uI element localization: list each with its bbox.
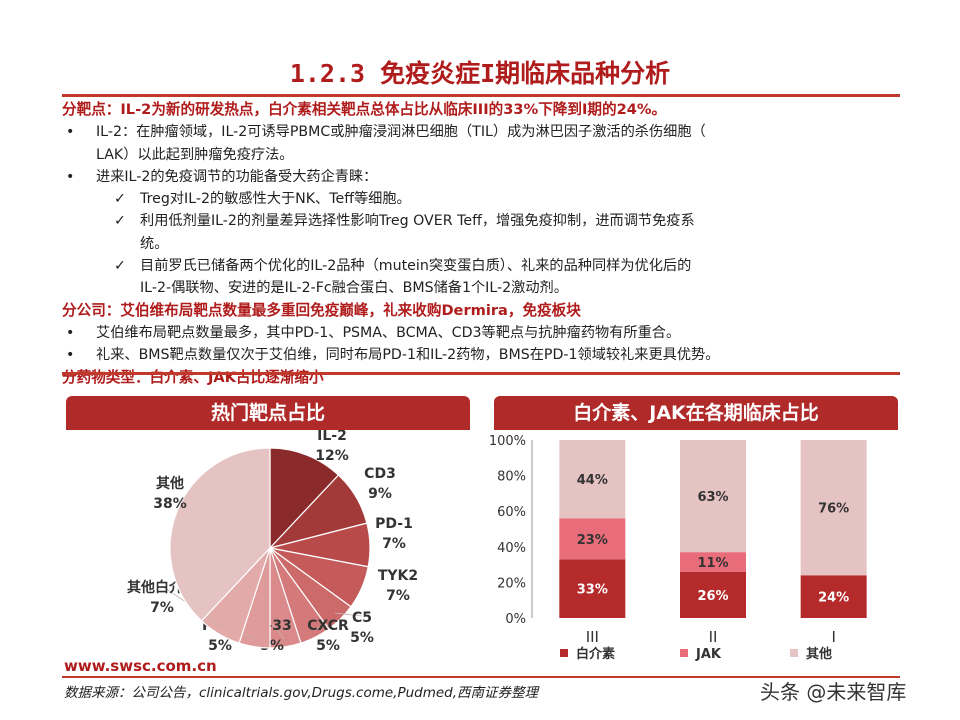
check-item-pipeline: ✓ 目前罗氏已储备两个优化的IL-2品种（mutein突变蛋白质）、礼来的品种同… xyxy=(62,255,902,277)
pie-leader-line xyxy=(311,623,329,631)
pie-value-其他: 38% xyxy=(153,496,187,512)
bar-III-JAK xyxy=(559,518,626,560)
bar-chart-title: 白介素、JAK在各期临床占比 xyxy=(494,396,898,430)
pie-label-CXCR: CXCR xyxy=(307,618,349,634)
section-divider xyxy=(62,372,900,375)
legend-swatch-白介素 xyxy=(560,649,568,657)
bar-data-label: 33% xyxy=(577,583,608,598)
footer-divider xyxy=(62,676,900,678)
bar-data-label: 76% xyxy=(818,502,849,517)
pie-value-PD-1: 7% xyxy=(382,536,406,552)
stacked-bar-chart: 0%20%40%60%80%100%33%23%44%III26%11%63%I… xyxy=(490,434,867,662)
pie-value-C5: 5% xyxy=(350,630,374,646)
check-item-treg: ✓ Treg对IL-2的敏感性大于NK、Teff等细胞。 xyxy=(62,188,902,210)
bar-data-label: 11% xyxy=(697,556,728,571)
checkmark-icon: ✓ xyxy=(114,258,126,275)
bar-data-label: 26% xyxy=(697,589,728,604)
pie-chart: IL-212%CD39%PD-17%TYK27%C55%CXCR5%IL-335… xyxy=(127,430,418,654)
bar-data-label: 24% xyxy=(818,591,849,606)
heading-targets: 分靶点：IL-2为新的研发热点，白介素相关靶点总体占比从临床III的33%下降到… xyxy=(62,101,667,118)
x-category-label: I xyxy=(831,628,835,646)
bar-data-label: 44% xyxy=(577,473,608,488)
pie-leader-line xyxy=(335,612,363,617)
bullet-il2-cont: LAK）以此起到肿瘤免疫疗法。 xyxy=(96,146,294,163)
bar-III-白介素 xyxy=(559,559,626,618)
y-tick-label: 40% xyxy=(497,541,526,556)
watermark: 头条 @未来智库 xyxy=(760,680,907,704)
pie-label-PD-1: PD-1 xyxy=(375,516,413,532)
bullet-abbvie-text: 艾伯维布局靶点数量最多，其中PD-1、PSMA、BCMA、CD3等靶点与抗肿瘤药… xyxy=(96,324,681,341)
bullet-immune-text: 进来IL-2的免疫调节的功能备受大药企青睐： xyxy=(96,168,378,185)
bar-I-其他 xyxy=(800,440,867,576)
pie-label-C5: C5 xyxy=(352,610,372,626)
y-tick-label: 80% xyxy=(497,470,526,485)
x-category-label: III xyxy=(586,628,599,646)
check-item-pipeline-text: 目前罗氏已储备两个优化的IL-2品种（mutein突变蛋白质）、礼来的品种同样为… xyxy=(140,258,692,275)
check-item-treg-text: Treg对IL-2的敏感性大于NK、Teff等细胞。 xyxy=(140,191,411,208)
heading-companies: 分公司：艾伯维布局靶点数量最多重回免疫巅峰，礼来收购Dermira，免疫板块 xyxy=(62,301,581,319)
page-title: 1.2.3 免疫炎症I期临床品种分析 xyxy=(289,59,671,88)
bullet-abbvie: • 艾伯维布局靶点数量最多，其中PD-1、PSMA、BCMA、CD3等靶点与抗肿… xyxy=(62,322,902,344)
pie-value-其他白介素: 7% xyxy=(150,600,174,616)
legend-swatch-其他 xyxy=(790,649,798,657)
legend-swatch-JAK xyxy=(680,649,688,657)
bullet-il2: • IL-2：在肿瘤领域，IL-2可诱导PBMC或肿瘤浸润淋巴细胞（TIL）成为… xyxy=(62,121,902,143)
bar-data-label: 23% xyxy=(577,533,608,548)
bullet-immune: • 进来IL-2的免疫调节的功能备受大药企青睐： xyxy=(62,166,902,188)
pie-leader-line xyxy=(271,623,285,640)
y-tick-label: 100% xyxy=(490,434,526,449)
text-section: 分靶点：IL-2为新的研发热点，白介素相关靶点总体占比从临床III的33%下降到… xyxy=(62,99,902,389)
checkmark-icon: ✓ xyxy=(114,191,126,208)
pie-value-PI3K: 5% xyxy=(208,638,232,654)
pie-slice-其他 xyxy=(169,447,271,622)
pie-value-CD3: 9% xyxy=(368,486,392,502)
pie-value-IL-2: 12% xyxy=(315,448,349,464)
legend-label-其他: 其他 xyxy=(806,646,832,662)
pie-value-CXCR: 5% xyxy=(316,638,340,654)
bullet-icon: • xyxy=(66,347,75,364)
legend-label-白介素: 白介素 xyxy=(576,646,615,662)
title-divider xyxy=(62,94,900,97)
y-tick-label: 20% xyxy=(497,576,526,591)
bullet-il2-text: IL-2：在肿瘤领域，IL-2可诱导PBMC或肿瘤浸润淋巴细胞（TIL）成为淋巴… xyxy=(96,124,706,141)
x-category-label: II xyxy=(709,628,718,646)
footer-url[interactable]: www.swsc.com.cn xyxy=(64,657,217,675)
data-source-note: 数据来源：公司公告，clinicaltrials.gov,Drugs.come,… xyxy=(64,685,539,701)
pie-label-IL-2: IL-2 xyxy=(317,430,347,444)
check-item-lowdose: ✓ 利用低剂量IL-2的剂量差异选择性影响Treg OVER Teff，增强免疫… xyxy=(62,210,902,232)
checkmark-icon: ✓ xyxy=(114,213,126,230)
pie-chart-title: 热门靶点占比 xyxy=(66,396,470,430)
pie-slice-IL-2 xyxy=(269,447,340,550)
bullet-icon: • xyxy=(66,324,75,341)
bar-data-label: 63% xyxy=(697,490,728,505)
pie-value-TYK2: 7% xyxy=(386,588,410,604)
pie-label-TYK2: TYK2 xyxy=(378,568,418,584)
legend-label-JAK: JAK xyxy=(695,647,722,662)
heading-drug-types: 分药物类型：白介素、JAK占比逐渐缩小 xyxy=(62,368,324,386)
bullet-icon: • xyxy=(66,124,75,141)
bullet-icon: • xyxy=(66,168,75,185)
y-tick-label: 0% xyxy=(505,612,526,627)
bullet-lilly-bms-text: 礼来、BMS靶点数量仅次于艾伯维，同时布局PD-1和IL-2药物，BMS在PD-… xyxy=(96,347,720,364)
bar-II-JAK xyxy=(680,552,746,572)
pie-label-其他: 其他 xyxy=(156,475,184,492)
bar-II-其他 xyxy=(680,440,746,553)
bullet-lilly-bms: • 礼来、BMS靶点数量仅次于艾伯维，同时布局PD-1和IL-2药物，BMS在P… xyxy=(62,344,902,366)
y-tick-label: 60% xyxy=(497,505,526,520)
bar-II-白介素 xyxy=(680,571,746,618)
check-item-lowdose-cont: 统。 xyxy=(140,235,169,252)
check-item-lowdose-text: 利用低剂量IL-2的剂量差异选择性影响Treg OVER Teff，增强免疫抑制… xyxy=(140,213,695,230)
bar-III-其他 xyxy=(559,440,626,519)
pie-label-CD3: CD3 xyxy=(364,466,396,482)
bar-I-白介素 xyxy=(800,575,867,618)
check-item-pipeline-cont: IL-2-偶联物、安进的是IL-2-Fc融合蛋白、BMS储备1个IL-2激动剂。 xyxy=(140,280,568,297)
